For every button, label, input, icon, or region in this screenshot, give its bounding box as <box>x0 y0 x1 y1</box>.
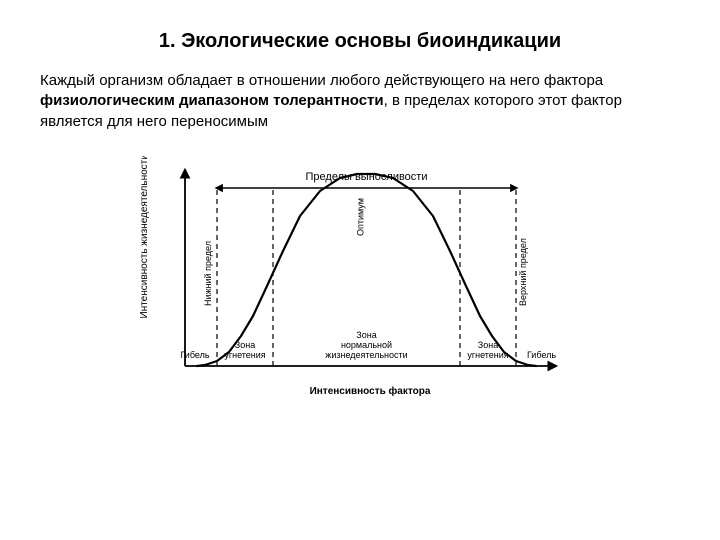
svg-text:Верхний предел: Верхний предел <box>518 238 528 306</box>
svg-text:жизнедеятельности: жизнедеятельности <box>325 350 407 360</box>
svg-text:Зона: Зона <box>478 340 498 350</box>
svg-text:Гибель: Гибель <box>180 350 209 360</box>
svg-text:угнетения: угнетения <box>224 350 265 360</box>
tolerance-curve-svg: Пределы выносливости Интенсивность жизнед… <box>125 156 595 416</box>
tolerance-curve-figure: Пределы выносливости Интенсивность жизнед… <box>125 156 595 416</box>
intro-paragraph: Каждый организм обладает в отношении люб… <box>40 71 680 132</box>
svg-text:Интенсивность жизнедеятельност: Интенсивность жизнедеятельности <box>139 156 150 319</box>
page-root: 1. Экологические основы биоиндикации Каж… <box>0 0 720 540</box>
svg-text:угнетения: угнетения <box>467 350 508 360</box>
intro-highlight: физиологическим диапазоном толерантности <box>40 92 384 109</box>
svg-text:Интенсивность фактора: Интенсивность фактора <box>310 385 431 397</box>
svg-text:Пределы выносливости: Пределы выносливости <box>306 171 428 183</box>
svg-text:нормальной: нормальной <box>341 340 392 350</box>
svg-text:Гибель: Гибель <box>527 350 556 360</box>
svg-text:Оптимум: Оптимум <box>356 198 366 236</box>
svg-text:Нижний предел: Нижний предел <box>203 241 213 306</box>
svg-text:Зона: Зона <box>235 340 255 350</box>
svg-text:Зона: Зона <box>356 330 376 340</box>
page-title: 1. Экологические основы биоиндикации <box>30 30 690 53</box>
intro-pre: Каждый организм обладает в отношении люб… <box>40 72 603 89</box>
